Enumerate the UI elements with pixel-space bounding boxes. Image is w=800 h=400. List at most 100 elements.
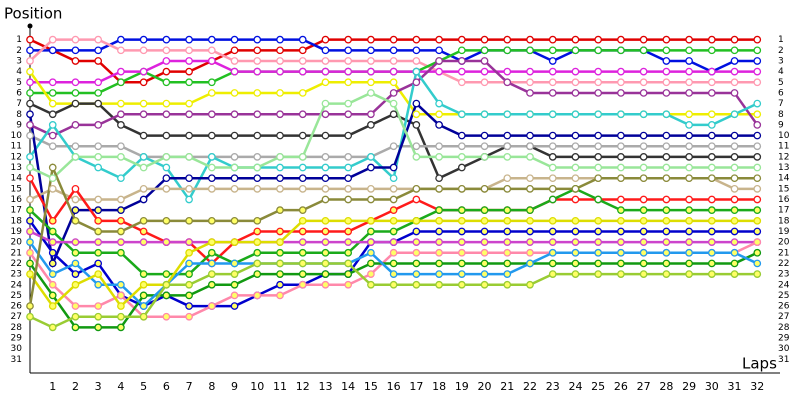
lap-marker (298, 216, 307, 225)
lap-marker (526, 67, 534, 76)
lap-marker (139, 46, 148, 55)
lap-marker (139, 99, 148, 108)
y-tick-label-right: 15 (778, 184, 789, 194)
lap-marker (457, 35, 466, 44)
lap-marker (26, 206, 34, 215)
lap-marker (457, 280, 466, 289)
x-axis-title: Laps (742, 355, 777, 373)
lap-marker (389, 110, 398, 119)
lap-marker (457, 131, 466, 140)
lap-marker (730, 248, 739, 257)
lap-marker (139, 195, 148, 204)
lap-marker (548, 184, 557, 193)
lap-marker (230, 153, 239, 161)
lap-marker (503, 216, 512, 225)
y-tick-label: 7 (16, 99, 22, 109)
x-tick-label: 20 (478, 380, 492, 393)
lap-marker (753, 270, 762, 278)
y-tick-label: 22 (11, 259, 22, 269)
y-tick-label-right: 6 (778, 88, 784, 98)
lap-marker (617, 89, 625, 97)
lap-marker (480, 216, 489, 225)
lap-marker (185, 184, 193, 193)
y-tick-label-right: 29 (778, 334, 790, 344)
lap-marker (367, 89, 375, 97)
lap-marker (230, 291, 239, 300)
lap-marker (71, 35, 80, 44)
lap-marker (117, 323, 125, 332)
lap-marker (685, 35, 693, 44)
lap-marker (139, 302, 148, 310)
y-tick-label: 18 (11, 216, 23, 226)
lap-marker (253, 259, 262, 268)
lap-marker (253, 153, 262, 161)
x-tick-label: 31 (728, 380, 742, 393)
lap-marker (298, 67, 307, 76)
lap-marker (503, 184, 512, 193)
lap-marker (26, 67, 34, 76)
lap-marker (185, 195, 193, 204)
y-tick-label: 2 (16, 46, 22, 56)
lap-marker (94, 46, 103, 55)
lap-marker (571, 227, 580, 236)
lap-marker (344, 35, 353, 44)
lap-marker (321, 78, 330, 87)
lap-marker (480, 238, 489, 246)
lap-marker (276, 270, 284, 278)
lap-marker (298, 57, 307, 65)
lap-marker (276, 57, 284, 65)
lap-marker (594, 110, 603, 119)
lap-marker (662, 131, 671, 140)
lap-marker (707, 227, 716, 236)
y-tick-label: 26 (11, 302, 23, 312)
lap-marker (185, 248, 193, 257)
lap-marker (435, 227, 443, 236)
x-tick-label: 29 (682, 380, 696, 393)
lap-marker (389, 184, 398, 193)
y-tick-label: 11 (11, 142, 22, 152)
lap-marker (298, 89, 307, 97)
lap-marker (185, 46, 193, 55)
lap-marker (321, 248, 330, 257)
y-tick-label: 31 (11, 355, 22, 365)
lap-marker (207, 248, 216, 257)
lap-marker (276, 248, 284, 257)
x-tick-label: 25 (591, 380, 605, 393)
lap-marker (480, 184, 489, 193)
lap-marker (367, 67, 375, 76)
lap-marker (207, 89, 216, 97)
lap-marker (321, 99, 330, 108)
lap-marker (207, 280, 216, 289)
lap-marker (435, 206, 443, 215)
lap-marker (71, 302, 80, 310)
lap-marker (730, 227, 739, 236)
lap-marker (253, 248, 262, 257)
x-tick-label: 17 (409, 380, 423, 393)
lap-marker (571, 163, 580, 172)
lap-marker (26, 35, 34, 44)
lap-marker (594, 216, 603, 225)
lap-marker (94, 57, 103, 65)
lap-marker (435, 121, 443, 129)
lap-marker (367, 57, 375, 65)
lap-marker (298, 110, 307, 119)
x-tick-label: 11 (273, 380, 287, 393)
lap-marker (207, 259, 216, 268)
lap-marker (412, 216, 421, 225)
lap-marker (71, 270, 80, 278)
y-tick-label-right: 19 (778, 227, 790, 237)
lap-marker (480, 35, 489, 44)
lap-marker (412, 195, 421, 204)
lap-marker (753, 248, 762, 257)
y-tick-label-right: 7 (778, 99, 784, 109)
lap-marker (412, 110, 421, 119)
lap-marker (594, 78, 603, 87)
lap-marker (94, 270, 103, 278)
lap-marker (639, 248, 648, 257)
x-tick-label: 10 (250, 380, 264, 393)
lap-marker (639, 216, 648, 225)
lap-marker (276, 206, 284, 215)
lap-marker (753, 184, 762, 193)
lap-marker (753, 227, 762, 236)
lap-marker (435, 99, 443, 108)
